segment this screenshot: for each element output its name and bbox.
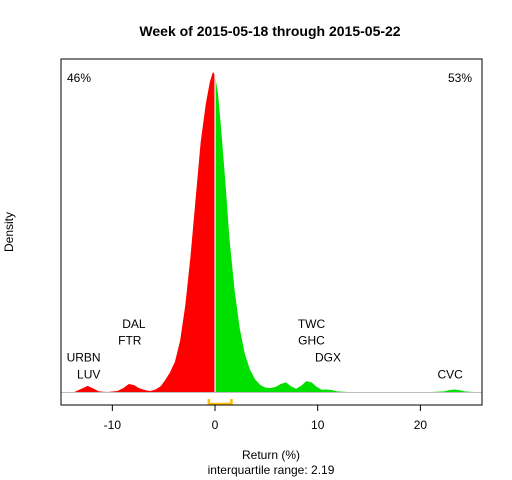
negative-share-label: 46% [67,71,91,85]
iqr-bracket [207,399,233,406]
ticker-label-ghc: GHC [298,334,325,348]
negative-density-area [74,72,216,392]
iqr-caption: interquartile range: 2.19 [208,463,335,477]
density-area [61,72,482,406]
y-axis-label: Density [2,212,16,252]
x-tick-label-10: 10 [311,418,325,432]
positive-share-label: 53% [448,71,472,85]
positive-density-area [215,75,474,392]
x-tick-label-0: 0 [212,418,219,432]
plot-frame [60,58,483,406]
ticker-label-twc: TWC [298,317,326,331]
ticker-label-urbn: URBN [67,351,101,365]
x-tick-label--10: -10 [104,418,122,432]
x-tick-label-20: 20 [414,418,428,432]
x-axis: -10 0 10 20 [104,405,428,432]
ticker-label-cvc: CVC [438,368,464,382]
ticker-label-luv: LUV [77,368,100,382]
ticker-label-dgx: DGX [315,351,341,365]
ticker-annotations: URBN LUV DAL FTR TWC GHC DGX CVC [67,317,464,382]
ticker-label-dal: DAL [122,317,146,331]
ticker-label-ftr: FTR [118,334,142,348]
chart-title: Week of 2015-05-18 through 2015-05-22 [139,23,400,39]
x-axis-label: Return (%) [242,448,300,462]
